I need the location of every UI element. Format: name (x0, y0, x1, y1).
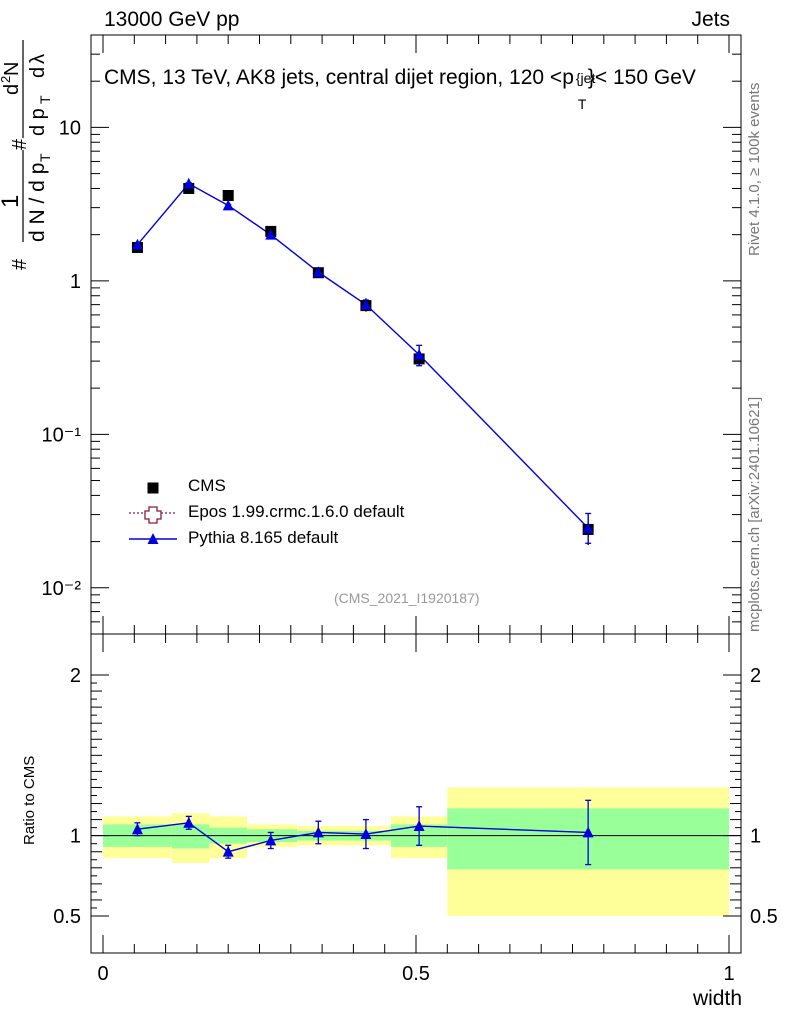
ytitle-one: 1 (0, 195, 24, 208)
pythia-ratio-line (137, 822, 589, 853)
pythia-marker-2 (222, 199, 234, 211)
main-y-tick-label: 10⁻¹ (42, 424, 82, 446)
pythia-marker-6 (413, 348, 425, 360)
pythia-ratio-marker-0 (131, 823, 143, 835)
plot-title-suffix: }< 150 GeV (587, 66, 696, 89)
ratio-y-tick-label-left: 0.5 (53, 906, 81, 928)
ratio-y-tick-label-right: 0.5 (750, 906, 778, 928)
pythia-ratio-marker-2 (222, 845, 234, 857)
ratio-band-inner-1 (171, 824, 210, 849)
x-tick-label: 1 (723, 963, 734, 985)
ytitle-hash: # (9, 258, 31, 270)
ytitle-den-d: d (27, 67, 49, 78)
pythia-marker-7 (582, 522, 594, 534)
ytitle-den-dp: d p (27, 108, 49, 136)
ytitle-num-d: d (1, 84, 23, 95)
pythia-ratio-marker-3 (265, 834, 277, 846)
legend-marker-cms (147, 482, 159, 494)
main-y-tick-label: 10 (59, 117, 81, 139)
pythia-ratio-marker-1 (183, 816, 195, 828)
ytitle-den-lambda: λ (27, 54, 49, 64)
ratio-y-axis-title: Ratio to CMS (21, 755, 38, 845)
plot-title-sup: {jet (575, 70, 596, 86)
legend-marker-pythia (147, 533, 159, 544)
legend-marker-epos (144, 506, 162, 524)
main-y-tick-label: 1 (70, 271, 81, 293)
pythia-ratio-marker-7 (582, 826, 594, 838)
ytitle-den-left: d N / d p (26, 163, 49, 242)
ytitle-den-t: T (37, 95, 53, 104)
plot-title-sub: T (577, 96, 587, 112)
pythia-ratio-marker-4 (312, 826, 324, 838)
pythia-marker-4 (312, 266, 324, 278)
ratio-y-tick-label-right: 1 (750, 826, 761, 848)
pythia-ratio-marker-6 (413, 820, 425, 831)
legend-label-cms: CMS (188, 476, 226, 495)
plot-title: CMS, 13 TeV, AK8 jets, central dijet reg… (104, 66, 696, 112)
ratio-y-tick-label-left: 2 (70, 665, 81, 687)
ratio-y-tick-label-right: 2 (750, 665, 761, 687)
ytitle-hash2: # (9, 138, 31, 150)
ytitle-num-2: 2 (0, 76, 13, 83)
energy-label: 13000 GeV pp (104, 8, 240, 31)
category-label: Jets (691, 8, 730, 31)
pythia-main-line (136, 182, 589, 529)
x-tick-label: 0 (97, 963, 108, 985)
cms-data-point-2 (222, 189, 234, 201)
x-axis-title: width (692, 987, 742, 1010)
analysis-id-label: (CMS_2021_I1920187) (334, 590, 480, 606)
x-tick-label: 0.5 (402, 963, 430, 985)
rivet-version-label: Rivet 4.1.0, ≥ 100k events (746, 82, 763, 256)
pythia-marker-5 (360, 298, 372, 310)
pythia-marker-3 (265, 228, 277, 240)
pythia-ratio-marker-5 (360, 828, 372, 840)
legend-label-epos: Epos 1.99.crmc.1.6.0 default (188, 502, 405, 521)
pythia-marker-0 (131, 238, 143, 250)
plot-title-prefix: CMS, 13 TeV, AK8 jets, central dijet reg… (104, 66, 574, 89)
legend-label-pythia: Pythia 8.165 default (188, 528, 339, 547)
pythia-marker-1 (183, 177, 195, 189)
ytitle-num-n: N (1, 62, 23, 76)
mcplots-source-label: mcplots.cern.ch [arXiv:2401.10621] (746, 396, 763, 632)
ytitle-den-left-sub: T (37, 153, 53, 162)
ratio-y-tick-label-left: 1 (70, 826, 81, 848)
main-y-tick-label: 10⁻² (42, 578, 82, 600)
